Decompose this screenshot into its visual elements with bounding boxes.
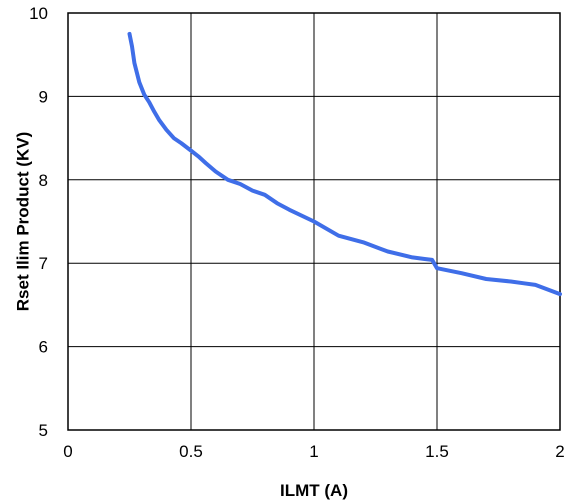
y-tick-label: 6: [39, 338, 48, 357]
series-line: [127, 31, 562, 297]
x-tick-label: 0.5: [179, 442, 203, 461]
tick-labels: 0 0.5 1 1.5 2 5 6 7 8 9 10: [29, 4, 565, 461]
x-tick-label: 1: [309, 442, 318, 461]
plot-area-frame: [67, 12, 561, 431]
y-tick-label: 5: [39, 421, 48, 440]
y-axis-title: Rset Ilim Product (KV): [13, 132, 32, 311]
series-layer: [127, 31, 562, 297]
y-tick-label: 8: [39, 171, 48, 190]
x-tick-label: 1.5: [425, 442, 449, 461]
grid: [68, 13, 560, 430]
x-axis-title: ILMT (A): [280, 481, 348, 500]
x-tick-label: 0: [63, 442, 72, 461]
x-tick-label: 2: [555, 442, 564, 461]
y-tick-label: 9: [39, 87, 48, 106]
y-tick-label: 7: [39, 254, 48, 273]
y-tick-label: 10: [29, 4, 48, 23]
